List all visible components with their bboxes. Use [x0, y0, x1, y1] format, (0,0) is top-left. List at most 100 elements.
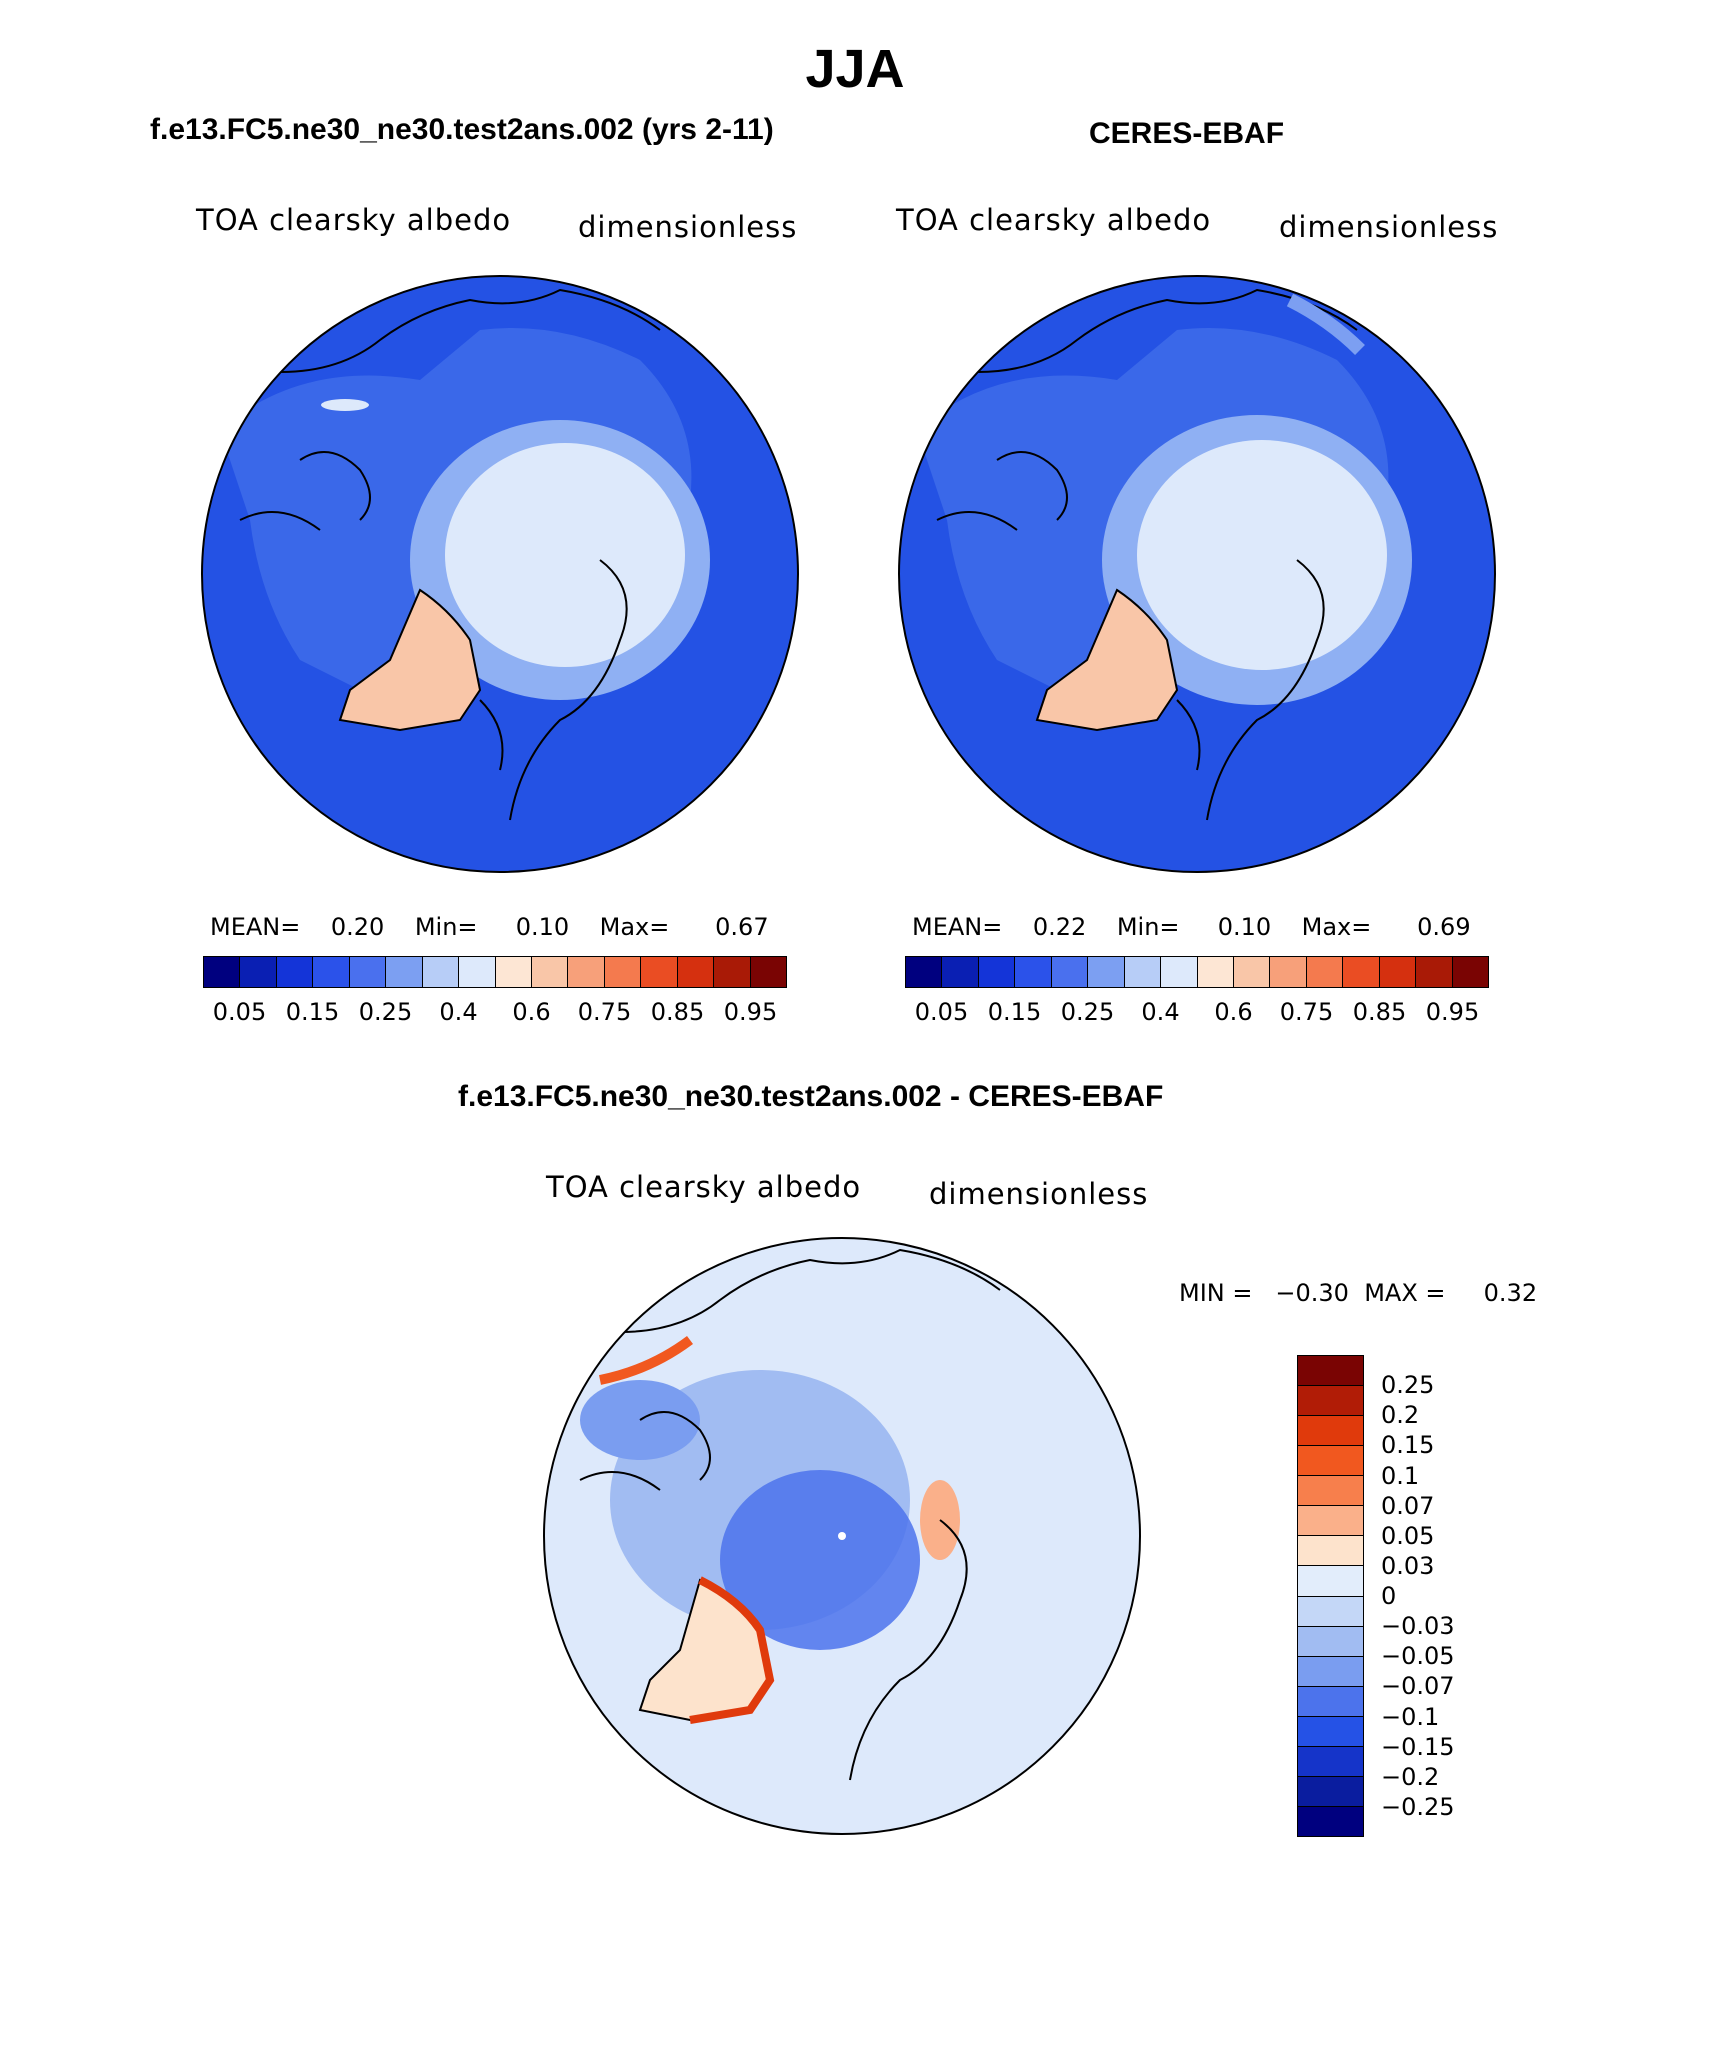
colorbar-tick-label: 0.25: [1381, 1371, 1435, 1400]
panel-1-title: f.e13.FC5.ne30_ne30.test2ans.002 (yrs 2-…: [150, 113, 774, 146]
model-greenland: [338, 588, 482, 732]
colorbar-swatch: [1298, 1626, 1363, 1657]
colorbar-swatch: [1298, 1686, 1363, 1717]
panel-1-mean-label: MEAN=: [210, 913, 301, 941]
panel-1-min: 0.10: [515, 913, 570, 941]
diff-siberia-positive: [599, 1335, 693, 1385]
diff-coastlines: [579, 1248, 1001, 1781]
colorbar-tick-label: 0.15: [1381, 1431, 1435, 1460]
colorbar-swatch: [276, 957, 314, 987]
colorbar-swatch: [641, 957, 678, 987]
colorbar-swatch: [1298, 1566, 1363, 1597]
colorbar-swatch: [1416, 957, 1453, 987]
panel-2-min: 0.10: [1217, 913, 1272, 941]
diff-colorbar: [1297, 1355, 1364, 1837]
colorbar-swatch: [714, 957, 751, 987]
colorbar-tick-label: 0.03: [1381, 1551, 1435, 1580]
colorbar-swatch: [978, 957, 1016, 987]
colorbar-swatch: [349, 957, 387, 987]
colorbar-tick-label: 0.25: [1060, 998, 1115, 1026]
colorbar-swatch: [204, 957, 241, 987]
colorbar-swatch: [604, 957, 642, 987]
colorbar-swatch: [568, 957, 605, 987]
colorbar-swatch: [240, 957, 277, 987]
colorbar-swatch: [313, 957, 350, 987]
model-coastlines: [239, 288, 661, 821]
panel-1-max-label: Max=: [599, 913, 670, 941]
colorbar-tick-label: 0.07: [1381, 1491, 1435, 1520]
panel-2-units: dimensionless: [1279, 210, 1499, 244]
colorbar-swatch: [1197, 957, 1234, 987]
panel-2-max-label: Max=: [1301, 913, 1372, 941]
colorbar-tick-label: 0.4: [439, 998, 478, 1026]
panel-2-stats: MEAN= 0.22 Min= 0.10 Max= 0.69: [912, 913, 1471, 941]
colorbar-swatch: [677, 957, 715, 987]
panel-2-min-label: Min=: [1116, 913, 1180, 941]
panel-1-variable: TOA clearsky albedo: [196, 203, 512, 237]
colorbar-tick-label: 0.2: [1381, 1401, 1420, 1430]
colorbar-swatch: [1298, 1506, 1363, 1537]
colorbar-swatch: [386, 957, 423, 987]
colorbar-swatch: [1088, 957, 1125, 987]
obs-arctic-ice: [1137, 440, 1387, 670]
colorbar-swatch: [459, 957, 496, 987]
panel-1-mean: 0.20: [330, 913, 385, 941]
colorbar-swatch: [531, 957, 569, 987]
colorbar-tick-label: 0.1: [1381, 1461, 1420, 1490]
obs-map-border: [898, 275, 1496, 873]
diff-units: dimensionless: [929, 1177, 1149, 1211]
model-arctic-ice: [445, 443, 685, 667]
colorbar-tick-label: 0.05: [1381, 1521, 1435, 1550]
diff-min-label: MIN =: [1179, 1279, 1253, 1307]
panel-2-mean: 0.22: [1032, 913, 1087, 941]
panel-2-title: CERES-EBAF: [1089, 117, 1285, 150]
colorbar-swatch: [1298, 1536, 1363, 1567]
colorbar-tick-label: 0.75: [577, 998, 632, 1026]
colorbar-tick-label: 0.95: [723, 998, 778, 1026]
colorbar-swatch: [1298, 1596, 1363, 1627]
colorbar-swatch: [1298, 1356, 1363, 1387]
panel-2-mean-label: MEAN=: [912, 913, 1003, 941]
colorbar-tick-label: 0.05: [914, 998, 969, 1026]
colorbar-swatch: [1233, 957, 1271, 987]
colorbar-swatch: [1124, 957, 1162, 987]
colorbar-swatch: [1343, 957, 1380, 987]
colorbar-tick-label: 0: [1381, 1582, 1397, 1610]
colorbar-swatch: [1298, 1656, 1363, 1687]
colorbar-tick-label: 0.75: [1279, 998, 1334, 1026]
figure-title: JJA: [805, 39, 905, 99]
panel-2-max: 0.69: [1417, 913, 1471, 941]
colorbar-tick-label: −0.15: [1381, 1732, 1455, 1761]
colorbar-tick-label: −0.25: [1381, 1792, 1455, 1821]
diff-map-border: [543, 1237, 1141, 1835]
panel-1-units: dimensionless: [578, 210, 798, 244]
colorbar-tick-label: −0.07: [1381, 1672, 1455, 1701]
obs-albedo-map: [899, 276, 1495, 872]
colorbar-swatch: [1298, 1806, 1363, 1836]
obs-siberia-band: [1286, 293, 1365, 355]
colorbar-swatch: [906, 957, 943, 987]
colorbar-swatch: [1298, 1446, 1363, 1477]
diff-max-label: MAX =: [1364, 1279, 1446, 1307]
colorbar-swatch: [1298, 1716, 1363, 1747]
colorbar-tick-label: 0.95: [1425, 998, 1480, 1026]
colorbar-swatch: [1015, 957, 1052, 987]
panel-1-min-label: Min=: [414, 913, 478, 941]
obs-greenland: [1035, 588, 1179, 732]
diff-title: f.e13.FC5.ne30_ne30.test2ans.002 - CERES…: [458, 1080, 1164, 1113]
colorbar-tick-label: 0.6: [512, 998, 551, 1026]
colorbar-tick-label: 0.05: [212, 998, 267, 1026]
colorbar-swatch: [1270, 957, 1307, 987]
colorbar-swatch: [1298, 1776, 1363, 1807]
colorbar-swatch: [1298, 1386, 1363, 1417]
colorbar-swatch: [1306, 957, 1344, 987]
colorbar-swatch: [1298, 1746, 1363, 1777]
colorbar-tick-label: 0.15: [987, 998, 1042, 1026]
diff-pole-marker: [838, 1532, 846, 1540]
colorbar-tick-label: 0.85: [650, 998, 705, 1026]
panel-2-variable: TOA clearsky albedo: [896, 203, 1212, 237]
colorbar-tick-label: 0.6: [1214, 998, 1253, 1026]
colorbar-swatch: [422, 957, 460, 987]
colorbar-tick-label: 0.15: [285, 998, 340, 1026]
